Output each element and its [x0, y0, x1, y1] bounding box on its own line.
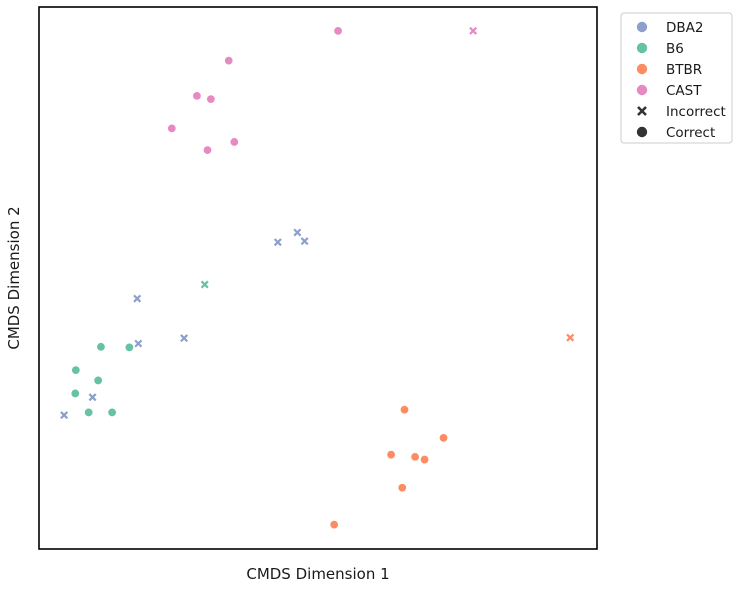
- legend-label-btbr: BTBR: [666, 62, 702, 78]
- point-dba2-incorrect-5: [180, 334, 189, 343]
- point-cast-correct-4: [206, 94, 216, 104]
- y-axis-label: CMDS Dimension 2: [5, 206, 23, 349]
- point-btbr-correct-6: [397, 483, 407, 493]
- point-b6-correct-7: [124, 342, 134, 352]
- point-cast-correct-6: [229, 137, 239, 147]
- point-btbr-incorrect-1: [566, 333, 575, 342]
- point-btbr-correct-1: [399, 405, 409, 415]
- legend-marker-incorrect: [637, 106, 647, 116]
- point-b6-correct-1: [71, 365, 81, 375]
- point-btbr-correct-7: [329, 520, 339, 530]
- plot-frame: [38, 6, 598, 550]
- legend-label-correct: Correct: [666, 125, 715, 141]
- legend-label-incorrect: Incorrect: [666, 104, 726, 120]
- legend: DBA2 B6 BTBR CAST Incorrect Correct: [620, 12, 733, 144]
- legend-label-b6: B6: [666, 41, 684, 57]
- point-btbr-correct-4: [386, 450, 396, 460]
- legend-marker-b6: [636, 42, 648, 54]
- point-b6-incorrect-1: [200, 280, 209, 289]
- x-axis-label: CMDS Dimension 1: [246, 565, 389, 583]
- point-b6-correct-6: [96, 342, 106, 352]
- point-b6-correct-3: [84, 407, 94, 417]
- point-dba2-incorrect-6: [273, 238, 282, 247]
- point-cast-correct-3: [192, 91, 202, 101]
- legend-marker-dba2: [636, 21, 648, 33]
- point-dba2-incorrect-7: [293, 228, 302, 237]
- point-dba2-incorrect-4: [134, 339, 143, 348]
- point-cast-correct-7: [203, 145, 213, 155]
- point-b6-correct-4: [107, 407, 117, 417]
- point-b6-correct-5: [93, 375, 103, 385]
- legend-label-cast: CAST: [666, 83, 702, 99]
- point-cast-correct-5: [167, 123, 177, 133]
- point-btbr-correct-5: [420, 455, 430, 465]
- point-dba2-incorrect-1: [60, 411, 69, 420]
- point-b6-correct-2: [70, 388, 80, 398]
- point-dba2-incorrect-8: [300, 237, 309, 246]
- legend-marker-cast: [636, 84, 648, 96]
- point-dba2-incorrect-3: [133, 294, 142, 303]
- data-points: [60, 26, 575, 530]
- point-cast-correct-2: [224, 56, 234, 66]
- point-cast-correct-1: [333, 26, 343, 36]
- legend-box: [620, 12, 733, 144]
- point-dba2-incorrect-2: [88, 393, 97, 402]
- legend-label-dba2: DBA2: [666, 20, 703, 36]
- point-btbr-correct-3: [410, 452, 420, 462]
- point-btbr-correct-2: [439, 433, 449, 443]
- point-cast-incorrect-1: [469, 26, 478, 35]
- legend-marker-correct: [636, 126, 648, 138]
- legend-marker-btbr: [636, 63, 648, 75]
